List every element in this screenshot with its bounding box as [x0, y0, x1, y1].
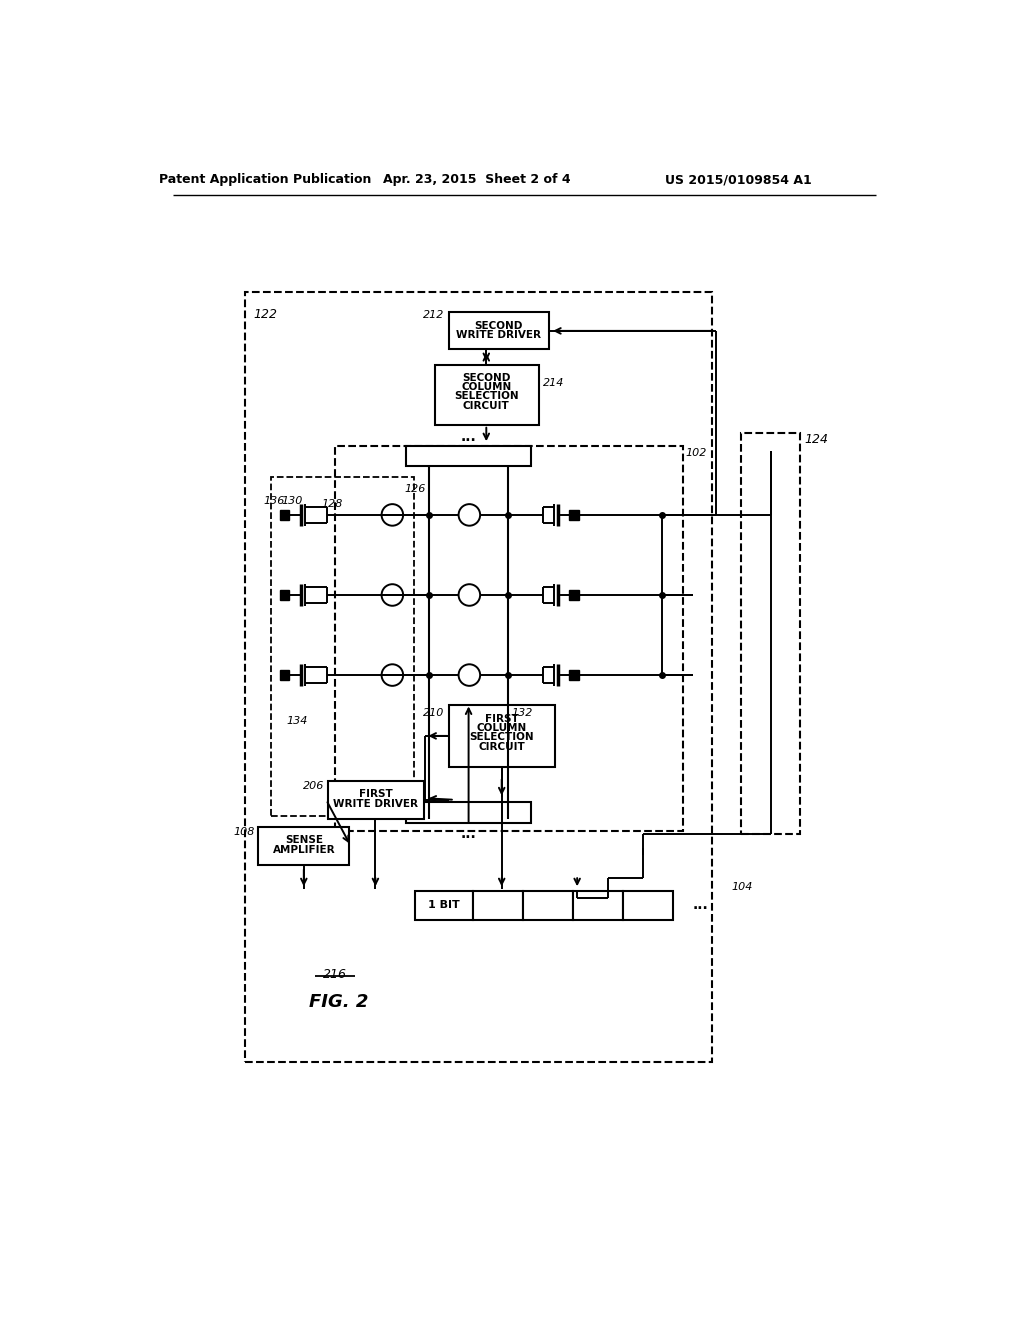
Bar — [473, 891, 523, 920]
Text: COLUMN: COLUMN — [476, 723, 526, 733]
Text: 212: 212 — [423, 310, 444, 321]
Bar — [280, 511, 289, 520]
Text: ...: ... — [461, 430, 476, 444]
Bar — [245, 292, 712, 1061]
Text: 1 BIT: 1 BIT — [428, 900, 460, 911]
Text: 102: 102 — [685, 449, 707, 458]
Bar — [449, 313, 549, 350]
Bar — [449, 705, 555, 767]
Text: AMPLIFIER: AMPLIFIER — [272, 845, 335, 855]
Bar — [569, 511, 579, 520]
Text: WRITE DRIVER: WRITE DRIVER — [456, 330, 541, 341]
Text: SECOND: SECOND — [462, 372, 511, 383]
Bar — [407, 446, 531, 466]
Text: US 2015/0109854 A1: US 2015/0109854 A1 — [666, 173, 812, 186]
Text: ...: ... — [461, 826, 476, 841]
Text: SELECTION: SELECTION — [469, 733, 534, 742]
Text: SELECTION: SELECTION — [454, 391, 518, 401]
Bar — [407, 803, 531, 822]
Text: 128: 128 — [322, 499, 343, 510]
Bar — [328, 780, 424, 818]
Text: WRITE DRIVER: WRITE DRIVER — [333, 799, 418, 809]
Text: 108: 108 — [233, 828, 255, 837]
Bar — [741, 433, 801, 834]
Bar — [624, 891, 674, 920]
Bar — [435, 364, 539, 425]
Bar — [258, 826, 349, 866]
Bar — [280, 590, 289, 599]
Text: 210: 210 — [423, 708, 444, 718]
Bar — [569, 590, 579, 599]
Bar — [416, 891, 473, 920]
Text: FIRST: FIRST — [358, 788, 392, 799]
Bar — [335, 446, 683, 830]
Text: 130: 130 — [282, 496, 303, 506]
Bar — [569, 671, 579, 680]
Text: 214: 214 — [543, 379, 564, 388]
Bar — [280, 671, 289, 680]
Text: 132: 132 — [512, 708, 534, 718]
Text: Apr. 23, 2015  Sheet 2 of 4: Apr. 23, 2015 Sheet 2 of 4 — [383, 173, 570, 186]
Text: 126: 126 — [404, 484, 425, 495]
Text: 122: 122 — [254, 308, 278, 321]
Text: 124: 124 — [804, 433, 828, 446]
Bar — [523, 891, 573, 920]
Text: SENSE: SENSE — [285, 834, 323, 845]
Bar — [573, 891, 624, 920]
Text: FIG. 2: FIG. 2 — [309, 993, 369, 1011]
Text: FIRST: FIRST — [484, 714, 518, 723]
Text: COLUMN: COLUMN — [461, 381, 511, 392]
Text: CIRCUIT: CIRCUIT — [463, 400, 510, 411]
Text: CIRCUIT: CIRCUIT — [478, 742, 525, 751]
Text: Patent Application Publication: Patent Application Publication — [159, 173, 372, 186]
Bar — [270, 478, 414, 816]
Text: 136: 136 — [263, 496, 285, 506]
Text: ...: ... — [692, 899, 709, 912]
Text: 134: 134 — [286, 715, 307, 726]
Text: SECOND: SECOND — [474, 321, 523, 331]
Text: 206: 206 — [302, 781, 324, 791]
Text: 104: 104 — [731, 882, 753, 892]
Text: 216: 216 — [323, 968, 346, 981]
